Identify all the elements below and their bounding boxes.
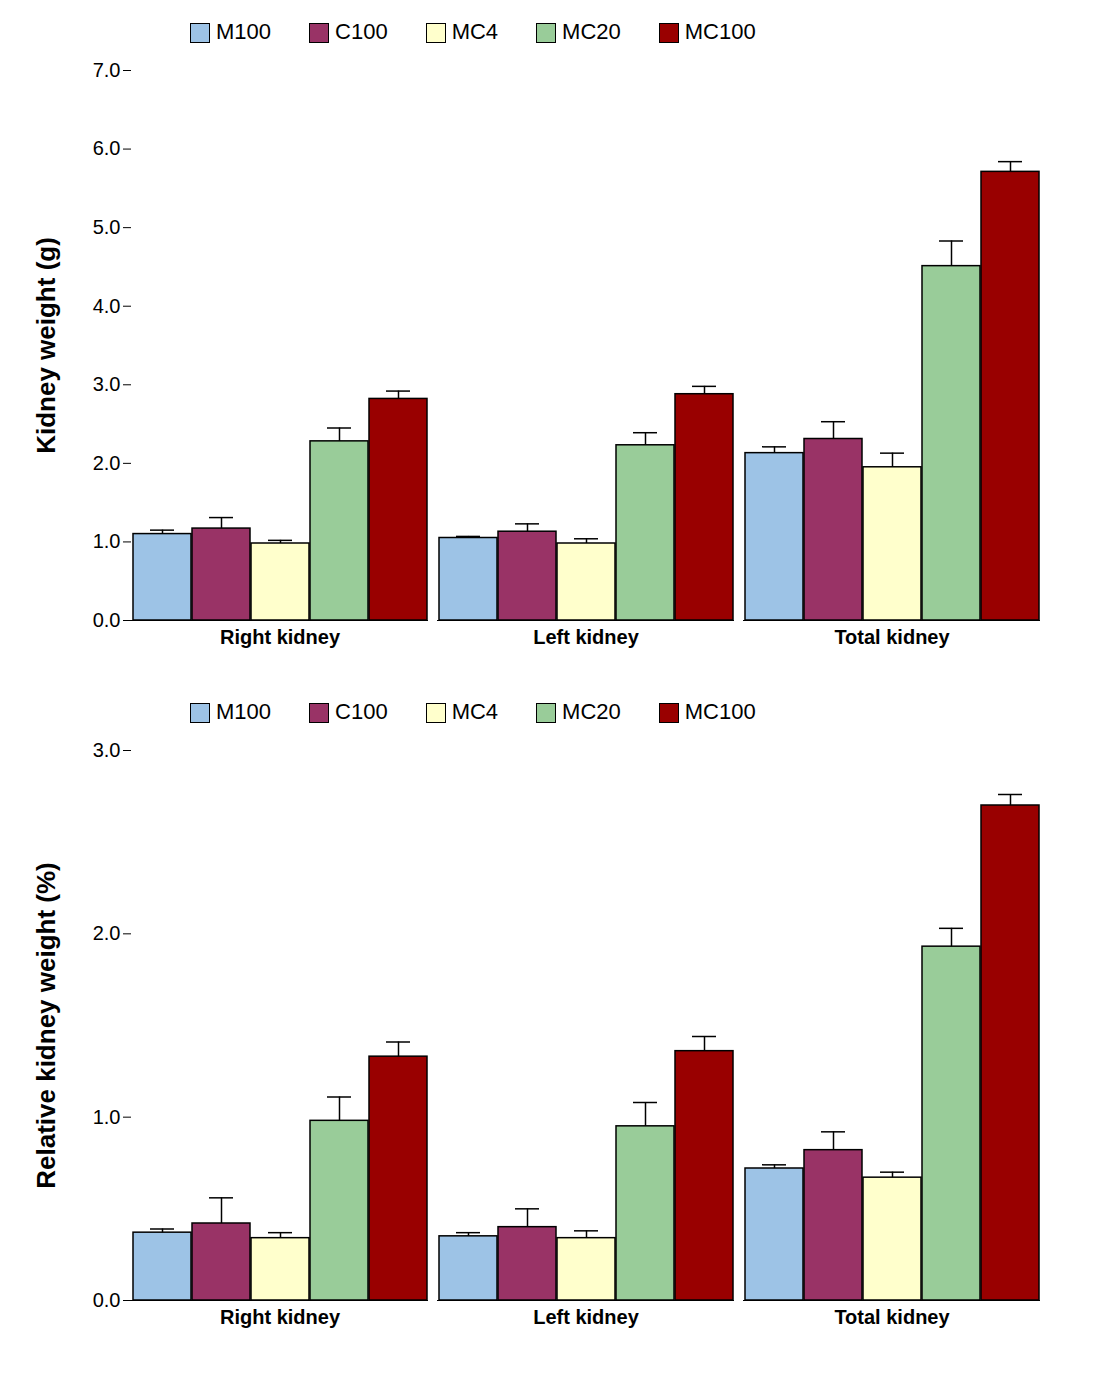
svg-text:Right kidney: Right kidney	[220, 626, 341, 648]
svg-text:1.0: 1.0	[93, 530, 121, 552]
svg-text:Left kidney: Left kidney	[533, 626, 639, 648]
html-text:C100: C100	[335, 19, 388, 44]
svg-text:Relative kidney weight (%): Relative kidney weight (%)	[31, 862, 61, 1189]
html-text:MC4: MC4	[451, 699, 499, 724]
html-text:MC20: MC20	[562, 699, 621, 724]
html-text:MC4: MC4	[451, 19, 499, 44]
svg-text:3.0: 3.0	[93, 739, 121, 761]
svg-text:2.0: 2.0	[93, 922, 121, 944]
svg-text:Kidney weight (g): Kidney weight (g)	[31, 237, 61, 454]
svg-text:Total kidney: Total kidney	[834, 1306, 950, 1328]
svg-text:5.0: 5.0	[93, 216, 121, 238]
svg-text:Left kidney: Left kidney	[533, 1306, 639, 1328]
html-text:C100: C100	[335, 699, 388, 724]
html-text:M100: M100	[216, 699, 271, 724]
svg-text:4.0: 4.0	[93, 295, 121, 317]
html-text:MC100: MC100	[684, 699, 756, 724]
svg-text:6.0: 6.0	[93, 137, 121, 159]
svg-text:Right kidney: Right kidney	[220, 1306, 341, 1328]
svg-text:2.0: 2.0	[93, 452, 121, 474]
svg-text:7.0: 7.0	[93, 59, 121, 81]
html-text:MC100: MC100	[684, 19, 756, 44]
svg-text:0.0: 0.0	[93, 609, 121, 631]
svg-text:1.0: 1.0	[93, 1106, 121, 1128]
svg-text:3.0: 3.0	[93, 373, 121, 395]
html-text:MC20: MC20	[562, 19, 621, 44]
html-text:M100: M100	[216, 19, 271, 44]
svg-text:Total kidney: Total kidney	[834, 626, 950, 648]
svg-text:0.0: 0.0	[93, 1289, 121, 1311]
